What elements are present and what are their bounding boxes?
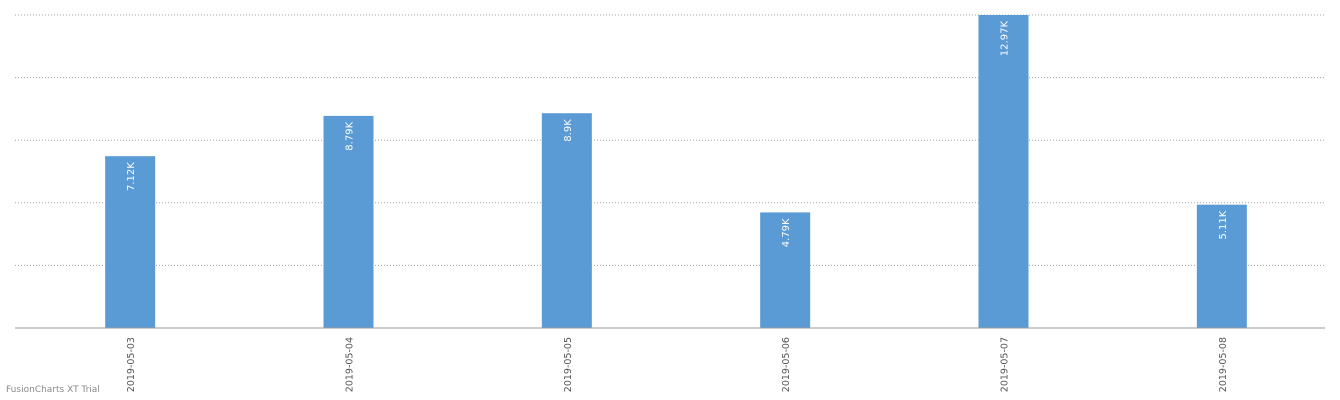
data-label-2019-05-03: 7.12K: [126, 162, 137, 191]
bar-2019-05-04[interactable]: [323, 115, 374, 328]
data-label-2019-05-07: 12.97K: [1000, 21, 1011, 57]
bars: [105, 15, 1247, 329]
data-label-2019-05-05: 8.9K: [563, 119, 574, 142]
bar-2019-05-06[interactable]: [760, 212, 811, 328]
x-tick-labels: 2019-05-03 2019-05-04 2019-05-05 2019-05-06…: [126, 337, 1229, 392]
data-labels: 7.12K 8.79K 8.9K 4.79K 12.97K 5.11K: [126, 21, 1229, 248]
x-tick-label-2019-05-06: 2019-05-06: [781, 337, 792, 392]
data-label-2019-05-08: 5.11K: [1218, 210, 1229, 239]
bar-2019-05-03[interactable]: [105, 156, 156, 328]
bar-2019-05-08[interactable]: [1196, 204, 1247, 328]
data-label-2019-05-04: 8.79K: [345, 121, 356, 150]
gridlines: [15, 14, 1325, 266]
x-tick-label-2019-05-07: 2019-05-07: [1000, 337, 1011, 392]
x-tick-label-2019-05-08: 2019-05-08: [1218, 337, 1229, 392]
x-tick-label-2019-05-03: 2019-05-03: [126, 337, 137, 392]
watermark-text: FusionCharts XT Trial: [6, 385, 100, 395]
x-tick-label-2019-05-05: 2019-05-05: [563, 337, 574, 392]
x-tick-label-2019-05-04: 2019-05-04: [345, 337, 356, 392]
bar-2019-05-05[interactable]: [541, 113, 592, 329]
bar-2019-05-07[interactable]: [978, 15, 1029, 328]
data-label-2019-05-06: 4.79K: [781, 218, 792, 247]
